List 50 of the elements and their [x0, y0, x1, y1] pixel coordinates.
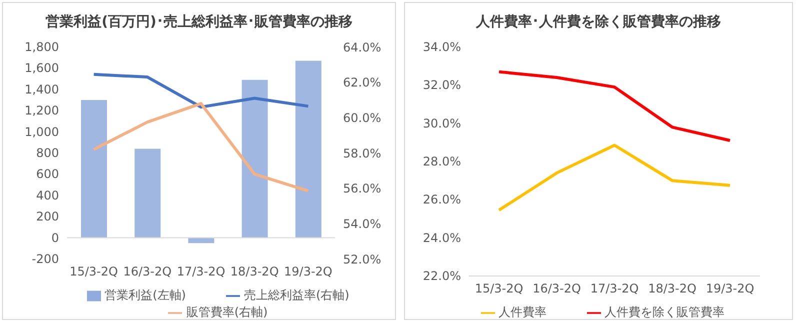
- y-tick-label: 28.0%: [422, 154, 461, 168]
- legend-label: 人件費を除く販管費率: [604, 305, 724, 319]
- x-tick-label: 16/3-2Q: [532, 282, 581, 296]
- y-tick-label: 1,800: [24, 40, 59, 54]
- y-tick-label: 32.0%: [422, 78, 461, 92]
- x-tick-label: 15/3-2Q: [474, 282, 524, 296]
- y-tick-label: 24.0%: [422, 230, 461, 245]
- y2-tick-label: 60.0%: [343, 110, 382, 125]
- x-tick-label: 19/3-2Q: [706, 282, 754, 296]
- x-tick-label: 17/3-2Q: [176, 264, 226, 279]
- y-tick-label: 400: [36, 188, 59, 202]
- y-tick-label: 0: [51, 230, 59, 245]
- y-tick-label: 22.0%: [422, 269, 461, 283]
- y-tick-label: 600: [36, 167, 59, 182]
- y2-tick-label: 52.0%: [343, 252, 382, 266]
- bar: [295, 60, 322, 238]
- bar: [134, 148, 161, 238]
- x-tick-label: 18/3-2Q: [648, 282, 696, 296]
- x-tick-label: 15/3-2Q: [70, 264, 118, 279]
- y-tick-label: 34.0%: [422, 40, 461, 54]
- x-tick-label: 16/3-2Q: [123, 264, 172, 279]
- chart-title: 営業利益(百万円)･売上総利益率･販管費率の推移: [44, 12, 354, 32]
- line-series: [92, 72, 310, 109]
- y2-tick-label: 58.0%: [343, 146, 382, 160]
- y-tick-label: 800: [36, 146, 59, 160]
- x-tick-label: 19/3-2Q: [284, 264, 332, 279]
- y-tick-label: 1,600: [24, 61, 59, 76]
- legend-label: 販管費率(右軸): [186, 305, 268, 319]
- legend-label: 売上総利益率(右軸): [244, 288, 350, 302]
- y-tick-label: 1,200: [24, 104, 59, 118]
- chart-title: 人件費率･人件費を除く販管費率の推移: [474, 12, 722, 32]
- y-tick-label: -200: [32, 252, 59, 266]
- y-tick-label: 1,400: [24, 82, 59, 96]
- y-tick-label: 26.0%: [422, 192, 461, 207]
- x-tick-label: 18/3-2Q: [230, 264, 279, 279]
- y-tick-label: 200: [36, 210, 59, 224]
- bar: [81, 100, 107, 238]
- y-tick-label: 30.0%: [422, 116, 461, 130]
- y2-tick-label: 64.0%: [343, 40, 382, 54]
- bar: [242, 80, 268, 238]
- legend-label: 人件費率: [498, 305, 546, 319]
- y2-tick-label: 56.0%: [343, 182, 382, 196]
- y-tick-label: 1,000: [24, 124, 59, 139]
- legend-label: 営業利益(左軸): [104, 288, 186, 302]
- line-series: [92, 102, 310, 192]
- x-tick-label: 17/3-2Q: [590, 282, 639, 296]
- line-series: [498, 144, 732, 212]
- line-series: [498, 70, 732, 142]
- y2-tick-label: 54.0%: [343, 216, 382, 231]
- y2-tick-label: 62.0%: [343, 76, 382, 90]
